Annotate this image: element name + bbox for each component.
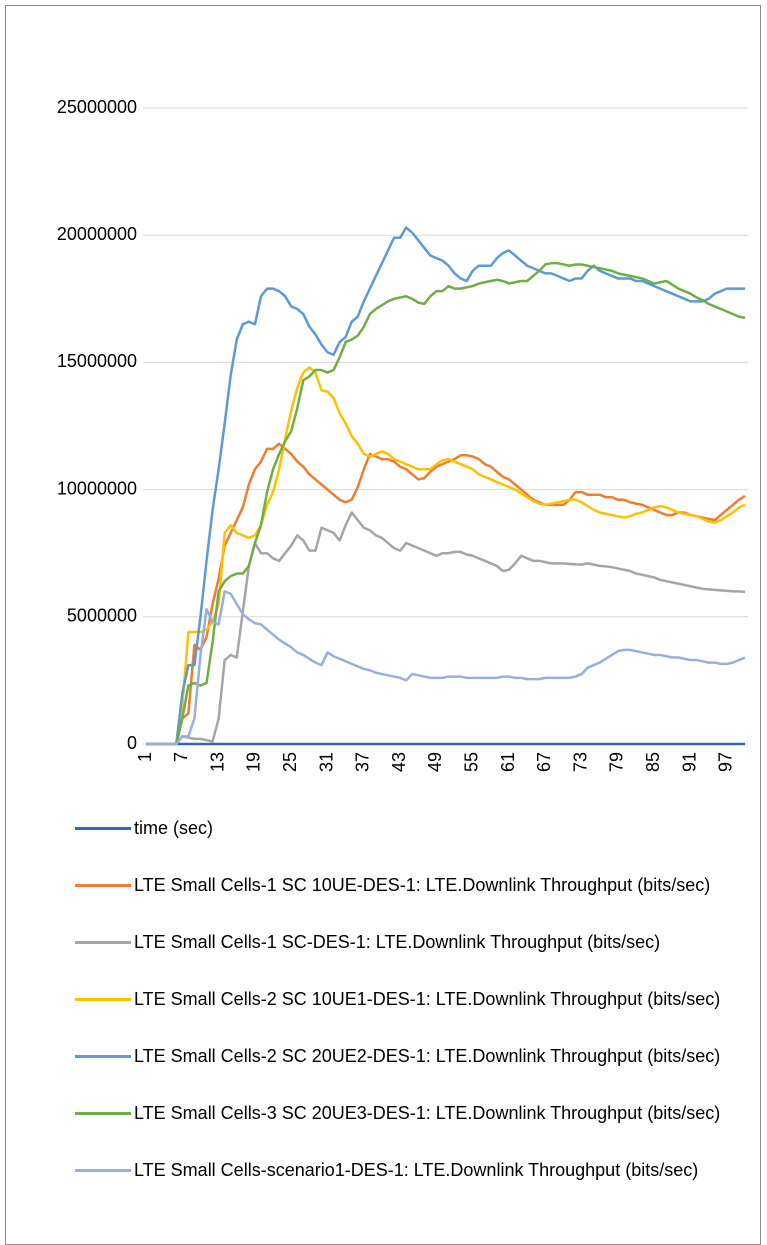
- x-tick-label: 25: [280, 752, 300, 772]
- legend-label: LTE Small Cells-1 SC-DES-1: LTE.Downlink…: [134, 932, 661, 952]
- chart: 0 5000000 10000000 15000000 20000000 25000000…: [57, 97, 748, 772]
- legend-label: LTE Small Cells-2 SC 10UE1-DES-1: LTE.Do…: [134, 989, 721, 1009]
- x-tick-label: 13: [207, 752, 227, 772]
- x-tick-label: 85: [643, 752, 663, 772]
- x-tick-label: 49: [425, 752, 445, 772]
- x-tick-label: 55: [461, 752, 481, 772]
- legend-label: LTE Small Cells-1 SC 10UE-DES-1: LTE.Dow…: [134, 875, 711, 895]
- x-tick-label: 79: [607, 752, 627, 772]
- series-line: [146, 442, 746, 746]
- y-tick-label: 10000000: [57, 478, 137, 498]
- x-tick-label: 73: [570, 752, 590, 772]
- x-tick-label: 61: [498, 752, 518, 772]
- series-line: [146, 261, 746, 746]
- x-tick-label: 37: [353, 752, 373, 772]
- x-tick-label: 91: [679, 752, 699, 772]
- x-tick-label: 1: [135, 752, 155, 762]
- y-tick-label: 20000000: [57, 224, 137, 244]
- legend-swatch: [75, 884, 131, 887]
- legend-swatch: [75, 998, 131, 1001]
- legend-swatch: [75, 1169, 131, 1172]
- series-line: [146, 590, 746, 746]
- legend-label: LTE Small Cells-3 SC 20UE3-DES-1: LTE.Do…: [134, 1103, 721, 1123]
- legend-swatch: [75, 941, 131, 944]
- x-tick-label: 7: [171, 752, 191, 762]
- y-tick-label: 25000000: [57, 97, 137, 117]
- legend-label: LTE Small Cells-2 SC 20UE2-DES-1: LTE.Do…: [134, 1046, 721, 1066]
- legend-swatch: [75, 1112, 131, 1115]
- x-tick-label: 19: [244, 752, 264, 772]
- legend-label: time (sec): [134, 818, 214, 838]
- y-tick-label: 15000000: [57, 351, 137, 371]
- legend-label: LTE Small Cells-scenario1-DES-1: LTE.Dow…: [134, 1160, 699, 1180]
- y-tick-label: 0: [127, 733, 137, 753]
- series-line: [146, 366, 746, 746]
- x-tick-label: 43: [389, 752, 409, 772]
- series-line: [146, 511, 746, 746]
- legend-swatch: [75, 827, 131, 830]
- x-tick-label: 67: [534, 752, 554, 772]
- x-tick-label: 31: [316, 752, 336, 772]
- series-line: [146, 226, 745, 746]
- x-tick-label: 97: [716, 752, 736, 772]
- legend-swatch: [75, 1055, 131, 1058]
- y-tick-label: 5000000: [67, 606, 137, 626]
